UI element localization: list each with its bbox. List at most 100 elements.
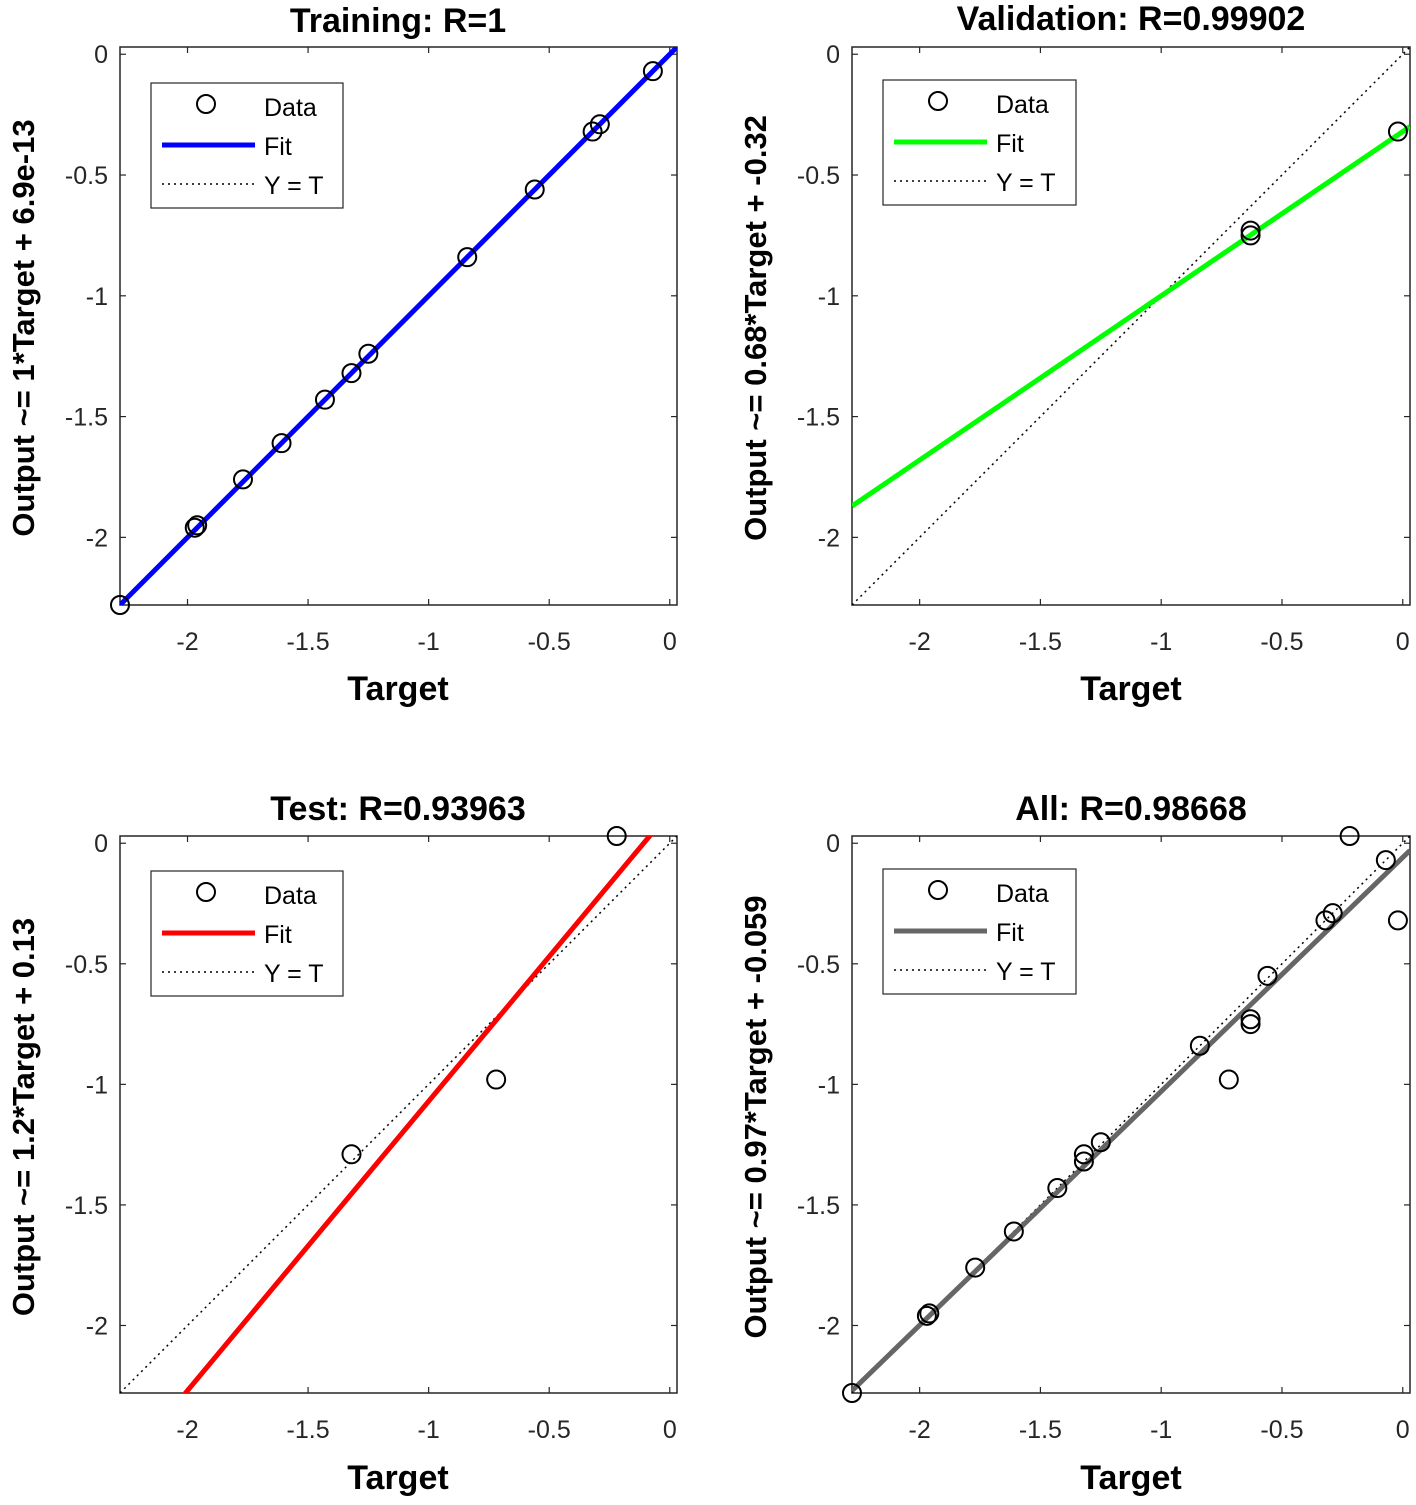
data-point	[1322, 903, 1343, 924]
data-point	[1003, 1221, 1024, 1242]
fit-line	[852, 848, 1410, 1393]
data-point	[1375, 850, 1396, 871]
x-tick-label: -0.5	[1260, 628, 1303, 656]
panel-title: Validation: R=0.99902	[957, 0, 1306, 38]
data-point	[1240, 220, 1261, 241]
legend-identity-label: Y = T	[264, 960, 324, 988]
x-tick-label: 0	[663, 628, 677, 656]
y-tick-label: 0	[94, 830, 108, 858]
fit-line	[120, 47, 677, 605]
fit-line	[182, 836, 653, 1393]
data-point	[457, 247, 478, 268]
y-tick-label: 0	[826, 41, 840, 69]
legend-data-marker-icon	[196, 94, 216, 114]
legend-data-marker-icon	[196, 882, 216, 902]
legend-identity-label: Y = T	[996, 958, 1056, 986]
y-axis-label: Output ~= 1.2*Target + 0.13	[6, 918, 41, 1316]
x-tick-label: -1.5	[287, 628, 330, 656]
y-tick-label: -2	[86, 1312, 108, 1340]
panel-title: Test: R=0.93963	[270, 790, 525, 828]
data-point	[271, 433, 292, 454]
data-point	[842, 1383, 862, 1403]
y-tick-label: -1	[86, 283, 108, 311]
data-point	[1189, 1035, 1210, 1056]
data-point	[1240, 225, 1261, 246]
y-tick-label: -2	[86, 524, 108, 552]
y-tick-label: -0.5	[797, 162, 840, 190]
x-tick-label: -1	[418, 628, 440, 656]
y-tick-label: -1.5	[65, 404, 108, 432]
data-point	[486, 1069, 507, 1090]
data-point	[916, 1305, 937, 1326]
x-tick-label: 0	[1396, 1416, 1410, 1444]
legend: Data Fit Y = T	[150, 82, 344, 209]
x-tick-label: -1	[1150, 1416, 1172, 1444]
data-point	[110, 595, 130, 615]
x-tick-label: -1.5	[1019, 1416, 1062, 1444]
data-point	[184, 517, 205, 538]
y-tick-label: -1.5	[797, 1192, 840, 1220]
panel-title: All: R=0.98668	[1015, 790, 1247, 828]
x-tick-label: -2	[909, 628, 931, 656]
y-tick-label: 0	[826, 830, 840, 858]
data-point	[1047, 1178, 1068, 1199]
data-point	[1240, 1014, 1261, 1035]
x-tick-label: -1.5	[287, 1416, 330, 1444]
data-point	[341, 363, 362, 384]
legend-data-label: Data	[996, 91, 1049, 119]
legend: Data Fit Y = T	[150, 870, 344, 997]
data-point	[919, 1303, 940, 1324]
x-tick-label: -1.5	[1019, 628, 1062, 656]
y-tick-label: -0.5	[65, 162, 108, 190]
x-tick-label: -2	[909, 1416, 931, 1444]
legend-identity-label: Y = T	[996, 169, 1056, 197]
y-tick-label: 0	[94, 41, 108, 69]
panel-all: All: R=0.98668 -2 -1.5 -1 -0.5 0 -2 -1.5 -1 -0.5…	[738, 790, 1411, 1497]
y-tick-label: -1	[818, 283, 840, 311]
x-tick-label: -2	[176, 1416, 198, 1444]
data-point	[232, 469, 253, 490]
data-point	[965, 1257, 986, 1278]
y-tick-label: -1	[818, 1071, 840, 1099]
data-point	[1218, 1069, 1239, 1090]
x-tick-label: -0.5	[528, 1416, 571, 1444]
panel-training: Training: R=1 -2 -1.5 -1 -0.5 0 -2 -1.5 -1 -0.5 0…	[6, 2, 678, 708]
x-axis-label: Target	[347, 1459, 448, 1497]
x-axis-label: Target	[1080, 670, 1181, 708]
plot-marks	[852, 47, 1410, 605]
legend: Data Fit Y = T	[882, 79, 1077, 206]
data-point	[1339, 826, 1360, 846]
x-tick-label: -0.5	[1260, 1416, 1303, 1444]
data-point	[1315, 910, 1336, 931]
data-point	[642, 61, 663, 82]
data-point	[314, 389, 335, 410]
x-tick-label: -0.5	[528, 628, 571, 656]
legend-data-marker-icon	[928, 880, 948, 900]
legend-data-label: Data	[264, 882, 317, 910]
data-point	[1387, 121, 1408, 142]
y-axis-label: Output ~= 0.97*Target + -0.059	[738, 895, 773, 1338]
legend-fit-label: Fit	[996, 919, 1024, 947]
x-tick-label: -2	[176, 628, 198, 656]
y-tick-label: -1	[86, 1071, 108, 1099]
x-axis-label: Target	[347, 670, 448, 708]
x-tick-label: 0	[663, 1416, 677, 1444]
y-tick-label: -0.5	[65, 951, 108, 979]
panel-title: Training: R=1	[290, 2, 506, 40]
data-point	[1073, 1151, 1094, 1172]
x-tick-label: 0	[1396, 628, 1410, 656]
data-point	[341, 1144, 362, 1165]
data-point	[187, 515, 208, 536]
legend-data-label: Data	[996, 880, 1049, 908]
data-point	[1240, 1009, 1261, 1030]
legend-fit-label: Fit	[264, 921, 292, 949]
data-point	[1387, 910, 1408, 931]
legend-data-marker-icon	[928, 91, 948, 111]
fit-line	[852, 124, 1410, 509]
data-point	[358, 343, 379, 364]
y-tick-label: -2	[818, 1312, 840, 1340]
data-point	[1090, 1132, 1111, 1153]
data-point	[606, 826, 627, 846]
y-axis-label: Output ~= 1*Target + 6.9e-13	[6, 119, 41, 536]
